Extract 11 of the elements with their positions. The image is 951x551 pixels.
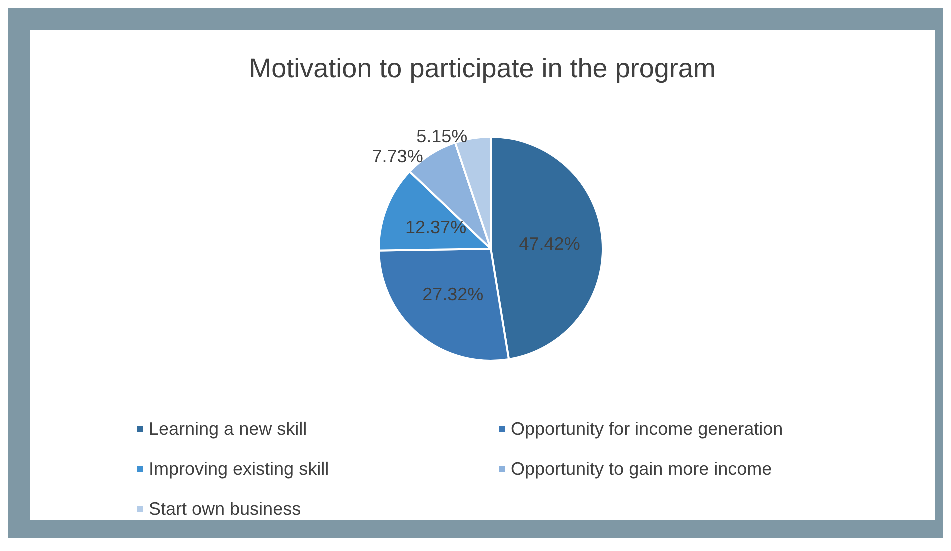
chart-title: Motivation to participate in the program <box>249 54 716 84</box>
data-label: 47.42% <box>519 234 580 254</box>
data-label: 7.73% <box>372 146 424 166</box>
legend-label: Start own business <box>149 499 302 519</box>
data-label: 12.37% <box>406 218 467 238</box>
legend-label: Opportunity for income generation <box>511 419 784 439</box>
data-label: 5.15% <box>416 126 468 146</box>
data-label: 27.32% <box>422 284 484 304</box>
legend-label: Opportunity to gain more income <box>511 459 772 479</box>
legend-label: Learning a new skill <box>149 419 308 439</box>
legend-label: Improving existing skill <box>149 459 330 479</box>
